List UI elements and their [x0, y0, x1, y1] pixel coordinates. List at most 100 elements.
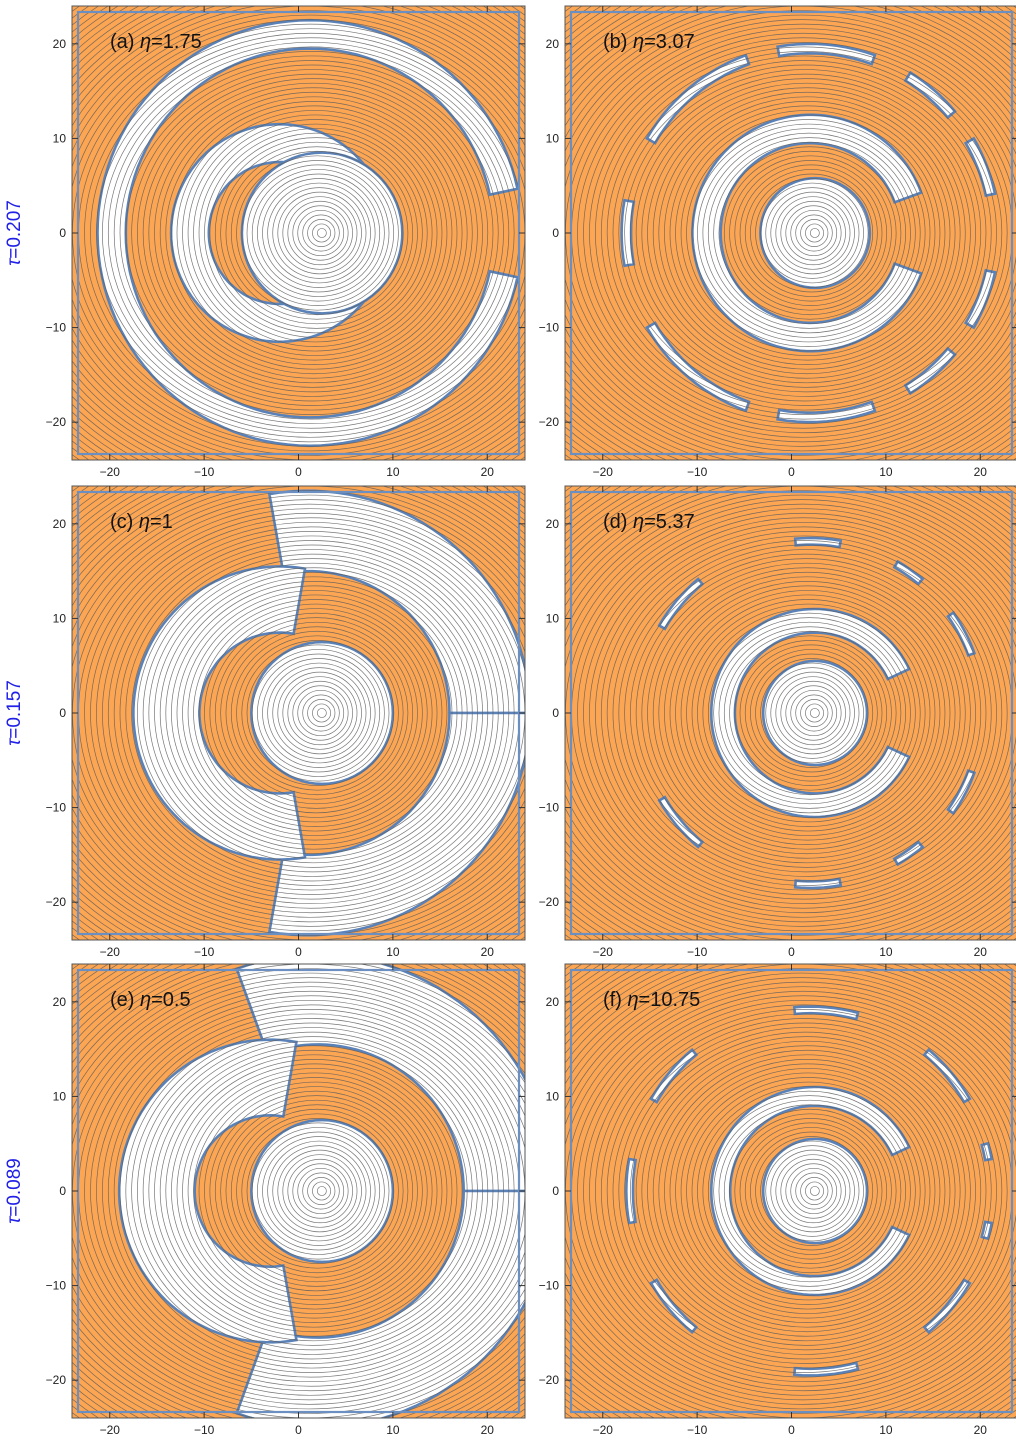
panel-label: (f) η=10.75 [603, 989, 700, 1011]
contour-line [198, 123, 433, 343]
y-tick-label: 20 [53, 517, 67, 531]
contour-line [236, 155, 399, 311]
contour-line [193, 119, 438, 347]
contour-lines [565, 486, 1016, 940]
x-tick-label: 20 [974, 465, 988, 479]
contour-line [565, 19, 1016, 447]
tau-value: =0.157 [4, 680, 25, 739]
contour-line [154, 567, 473, 859]
contour-line [565, 10, 1016, 456]
contour-line [790, 209, 838, 257]
contour-line [750, 653, 874, 773]
tau-symbol: τ [4, 1215, 25, 1224]
contour-line [90, 37, 525, 429]
contour-line [292, 685, 349, 741]
contour-line [214, 137, 418, 329]
contour-line [176, 585, 453, 841]
contour-line [734, 160, 888, 306]
contour-line [713, 1099, 907, 1283]
contour-line [282, 676, 358, 750]
contour-line [723, 630, 897, 796]
y-tick-label: −10 [46, 1279, 67, 1293]
panel-b: −20 −10 0 10 20 −20 −10 0 10 20 (b) η=3.07 [539, 5, 1016, 479]
contour-line [282, 1154, 358, 1228]
contour-line [282, 196, 358, 270]
panel-eta-value: =1.75 [151, 31, 202, 53]
contour-line [125, 544, 499, 882]
contour-line [297, 209, 345, 257]
contour-line [113, 535, 510, 891]
x-tick-label: −20 [593, 1423, 614, 1437]
contour-line [691, 603, 926, 823]
contour-line [624, 549, 987, 877]
contour-line [193, 599, 438, 827]
contour-line [297, 1167, 345, 1215]
contour-line [137, 73, 489, 393]
contour-line [148, 562, 478, 864]
contour-line [669, 1063, 946, 1319]
contour-line [316, 1186, 327, 1196]
x-tick-label: 10 [879, 1423, 893, 1437]
white-region-core [761, 1137, 869, 1245]
contour-line [246, 644, 390, 782]
contour-line [630, 73, 982, 393]
contour-line [686, 1077, 931, 1305]
contour-line [246, 1122, 390, 1260]
contour-line [137, 553, 489, 873]
contour-line [750, 173, 874, 293]
contour-line [707, 137, 911, 329]
contour-line [744, 649, 878, 777]
contour-line [84, 990, 525, 1392]
contour-line [652, 571, 961, 855]
contour-line [154, 1045, 473, 1337]
contour-line [729, 155, 892, 311]
contour-line [230, 150, 404, 316]
y-tick-label: 10 [546, 611, 560, 625]
y-tick-label: −20 [539, 895, 560, 909]
contour-line [565, 977, 1016, 1405]
contour-line [277, 191, 362, 275]
x-tick-label: 10 [386, 945, 400, 959]
contour-line [606, 535, 1003, 891]
contour-line [209, 1090, 423, 1292]
contour-line [775, 676, 851, 750]
contour-lines [72, 6, 525, 460]
contour-line [785, 1163, 842, 1219]
contour-line [187, 114, 443, 352]
contour-line [600, 51, 1008, 415]
contour-line [697, 1086, 921, 1296]
x-tick-label: 20 [481, 465, 495, 479]
contour-line [718, 626, 902, 800]
contour-line [72, 499, 525, 927]
contour-line [225, 1104, 409, 1278]
contour-line [669, 105, 946, 361]
x-tick-label: −20 [593, 465, 614, 479]
contour-line [316, 708, 327, 718]
contour-line [780, 1158, 846, 1224]
contour-line [220, 621, 414, 805]
contour-line [287, 680, 353, 746]
panel-eta: η [140, 31, 151, 53]
contour-lines [72, 486, 525, 940]
contour-line [669, 585, 946, 841]
contour-line [84, 512, 525, 914]
white-region-ring-0-5 [645, 321, 751, 413]
contour-line [165, 1054, 463, 1328]
contour-line [618, 1022, 992, 1360]
y-tick-label: 0 [552, 706, 559, 720]
contour-line [691, 1081, 926, 1301]
contour-line [230, 1108, 404, 1274]
x-tick-label: −10 [687, 945, 708, 959]
contour-line [718, 146, 902, 320]
contour-line [760, 1140, 864, 1242]
contour-line [198, 603, 433, 823]
panel-eta: η [633, 511, 644, 533]
contour-line [718, 1104, 902, 1278]
y-tick-label: 10 [546, 131, 560, 145]
contour-line [658, 576, 956, 850]
contour-line [148, 1040, 478, 1342]
contour-line [675, 590, 941, 836]
y-tick-label: −10 [46, 321, 67, 335]
contour-line [272, 1145, 367, 1237]
